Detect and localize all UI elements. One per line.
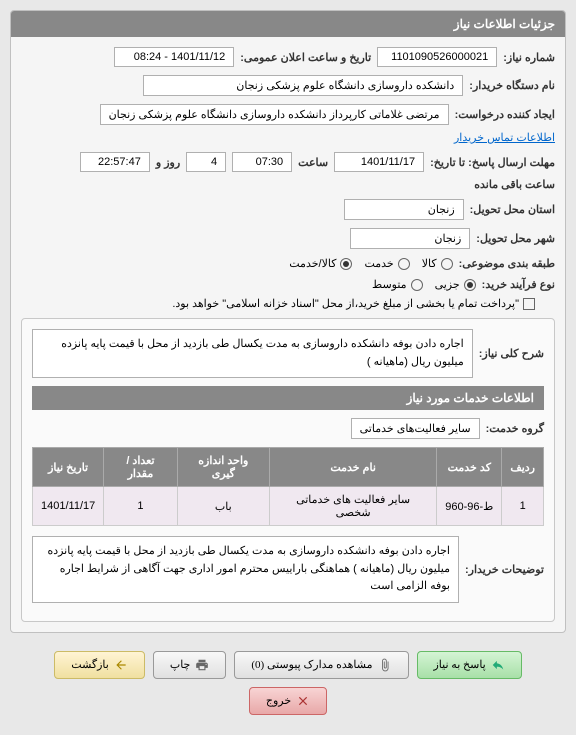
checkbox-icon [523,298,535,310]
exit-icon [296,694,310,708]
row-buyer: نام دستگاه خریدار: دانشکده داروسازی دانش… [21,75,555,96]
deadline-label: مهلت ارسال پاسخ: تا تاریخ: [430,156,555,169]
radio-both-label: کالا/خدمت [289,257,336,270]
pay-label: "پرداخت تمام یا بخشی از مبلغ خرید،از محل… [172,297,519,310]
td-date: 1401/11/17 [33,487,104,526]
row-category: طبقه بندی موضوعی: کالا خدمت کالا/خدمت [21,257,555,270]
radio-both[interactable]: کالا/خدمت [289,257,352,270]
exit-label: خروج [266,694,291,707]
services-header: اطلاعات خدمات مورد نیاز [32,386,544,410]
back-button[interactable]: بازگشت [54,651,145,679]
radio-service-label: خدمت [364,257,393,270]
row-group: گروه خدمت: سایر فعالیت‌های خدماتی [32,418,544,439]
td-code: ط-96-960 [437,487,502,526]
td-unit: باب [177,487,269,526]
td-name: سایر فعالیت های خدماتی شخصی [270,487,437,526]
buyer-value: دانشکده داروسازی دانشگاه علوم پزشکی زنجا… [143,75,463,96]
radio-icon [441,258,453,270]
th-name: نام خدمت [270,448,437,487]
row-purchase-type: نوع فرآیند خرید: جزیی متوسط "پرداخت تمام… [21,278,555,310]
deadline-hour: 07:30 [232,152,292,172]
purchase-radios: جزیی متوسط [372,278,476,291]
need-number-label: شماره نیاز: [503,51,555,64]
table-header-row: ردیف کد خدمت نام خدمت واحد اندازه گیری ت… [33,448,544,487]
city-value: زنجان [350,228,470,249]
pay-checkbox-item[interactable]: "پرداخت تمام یا بخشی از مبلغ خرید،از محل… [172,297,535,310]
th-date: تاریخ نیاز [33,448,104,487]
hour-label: ساعت [298,156,328,169]
row-buyer-notes: توضیحات خریدار: اجاره دادن بوفه دانشکده … [32,536,544,603]
attachments-button[interactable]: مشاهده مدارک پیوستی (0) [234,651,408,679]
attachment-icon [378,658,392,672]
creator-value: مرتضی غلاماتی کارپرداز دانشکده داروسازی … [100,104,449,125]
row-need-number: شماره نیاز: 1101090526000021 تاریخ و ساع… [21,47,555,67]
row-province: استان محل تحویل: زنجان [21,199,555,220]
main-desc-value: اجاره دادن بوفه دانشکده داروسازی به مدت … [32,329,473,378]
city-label: شهر محل تحویل: [476,232,555,245]
print-icon [195,658,209,672]
row-creator: ایجاد کننده درخواست: مرتضی غلاماتی کارپر… [21,104,555,144]
radio-icon [340,258,352,270]
buyer-notes-value: اجاره دادن بوفه دانشکده داروسازی به مدت … [32,536,459,603]
th-row: ردیف [502,448,544,487]
radio-medium-label: متوسط [372,278,407,291]
buyer-notes-label: توضیحات خریدار: [465,563,544,576]
radio-icon [464,279,476,291]
remaining-time: 22:57:47 [80,152,150,172]
remaining-days: 4 [186,152,226,172]
main-desc-label: شرح کلی نیاز: [479,347,544,360]
radio-goods[interactable]: کالا [422,257,453,270]
respond-label: پاسخ به نیاز [434,658,486,671]
print-button[interactable]: چاپ [153,651,227,679]
respond-button[interactable]: پاسخ به نیاز [417,651,522,679]
creator-label: ایجاد کننده درخواست: [455,108,555,121]
radio-small[interactable]: جزیی [435,278,476,291]
radio-medium[interactable]: متوسط [372,278,423,291]
need-number-value: 1101090526000021 [377,47,497,67]
announce-value: 1401/11/12 - 08:24 [114,47,234,67]
row-city: شهر محل تحویل: زنجان [21,228,555,249]
contact-link[interactable]: اطلاعات تماس خریدار [454,131,555,144]
row-deadline: مهلت ارسال پاسخ: تا تاریخ: 1401/11/17 سا… [21,152,555,191]
inner-panel: شرح کلی نیاز: اجاره دادن بوفه دانشکده دا… [21,318,555,622]
buyer-label: نام دستگاه خریدار: [469,79,555,92]
province-label: استان محل تحویل: [470,203,555,216]
radio-service[interactable]: خدمت [364,257,409,270]
back-label: بازگشت [71,658,109,671]
panel-title: جزئیات اطلاعات نیاز [11,11,565,37]
main-panel: جزئیات اطلاعات نیاز شماره نیاز: 11010905… [10,10,566,633]
radio-icon [411,279,423,291]
radio-small-label: جزیی [435,278,460,291]
print-label: چاپ [170,658,191,671]
row-main-desc: شرح کلی نیاز: اجاره دادن بوفه دانشکده دا… [32,329,544,378]
province-value: زنجان [344,199,464,220]
radio-icon [398,258,410,270]
th-unit: واحد اندازه گیری [177,448,269,487]
th-code: کد خدمت [437,448,502,487]
attachments-label: مشاهده مدارک پیوستی (0) [251,658,372,671]
group-value: سایر فعالیت‌های خدماتی [351,418,480,439]
th-qty: تعداد / مقدار [104,448,177,487]
category-label: طبقه بندی موضوعی: [459,257,555,270]
category-radios: کالا خدمت کالا/خدمت [289,257,452,270]
button-bar: پاسخ به نیاز مشاهده مدارک پیوستی (0) چاپ… [10,641,566,725]
announce-label: تاریخ و ساعت اعلان عمومی: [240,51,371,64]
remaining-label: ساعت باقی مانده [474,178,555,191]
day-label: روز و [156,156,180,169]
td-row: 1 [502,487,544,526]
exit-button[interactable]: خروج [249,687,327,715]
back-icon [114,658,128,672]
deadline-date: 1401/11/17 [334,152,424,172]
td-qty: 1 [104,487,177,526]
reply-icon [491,658,505,672]
purchase-type-label: نوع فرآیند خرید: [482,278,555,291]
services-table: ردیف کد خدمت نام خدمت واحد اندازه گیری ت… [32,447,544,526]
panel-body: شماره نیاز: 1101090526000021 تاریخ و ساع… [11,37,565,632]
table-row[interactable]: 1 ط-96-960 سایر فعالیت های خدماتی شخصی ب… [33,487,544,526]
group-label: گروه خدمت: [486,422,544,435]
radio-goods-label: کالا [422,257,437,270]
